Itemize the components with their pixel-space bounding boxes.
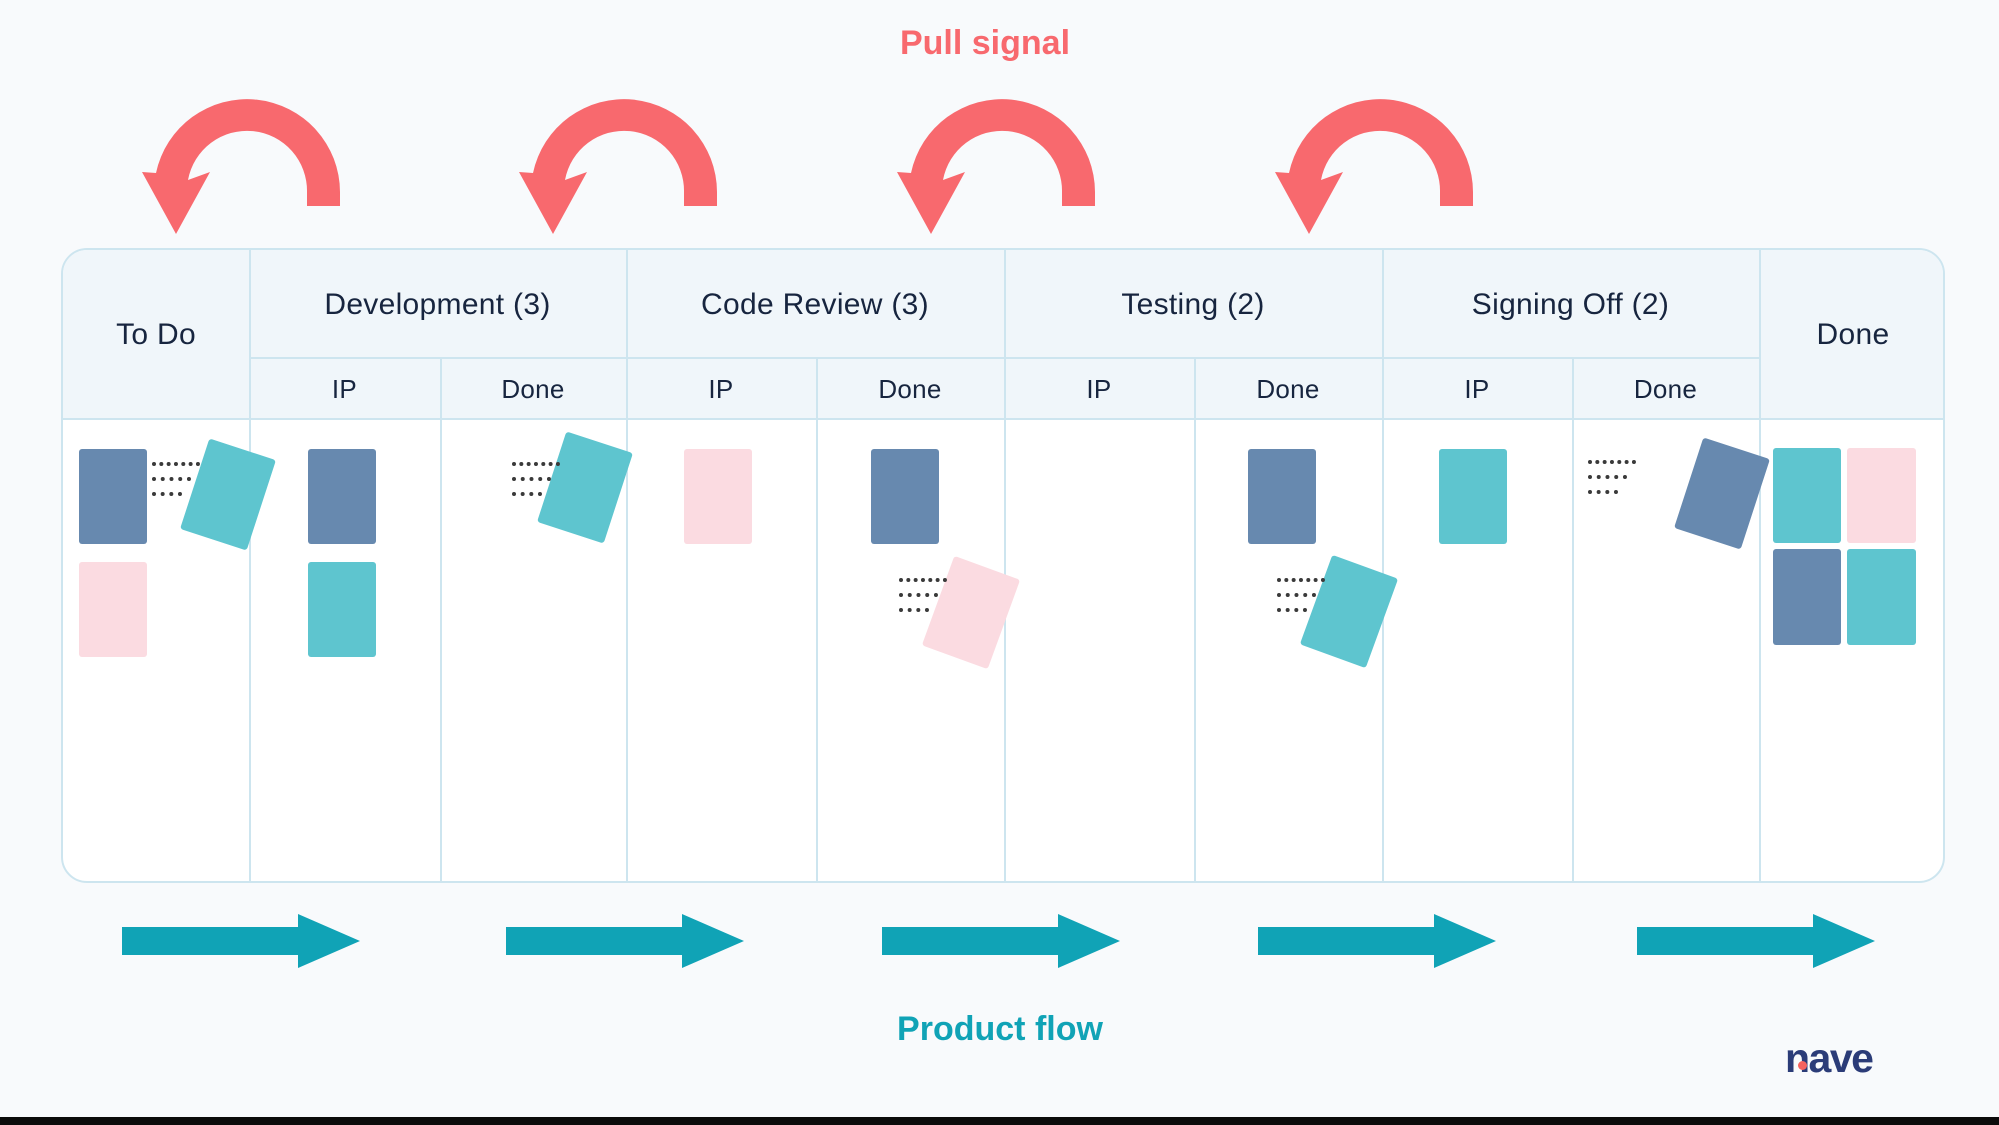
trail-dot-row: [1277, 593, 1316, 597]
motion-trail-dots: [899, 578, 947, 623]
pull-signal-arrow-icon: [142, 92, 352, 237]
pull-signal-arrow-icon: [519, 92, 729, 237]
card-pink-to-do: [79, 562, 147, 657]
subheader-signing-off-done: Done: [1633, 374, 1698, 404]
card-teal-signing-off-ip: [1439, 449, 1507, 544]
trail-dot-row: [1277, 578, 1325, 582]
trail-dot-row: [899, 593, 938, 597]
column-header-testing: Testing (2): [1121, 287, 1265, 321]
column-divider: [1382, 250, 1384, 881]
column-header-code-review: Code Review (3): [701, 287, 929, 321]
trail-dot-row: [1588, 460, 1636, 464]
subcolumn-divider: [1572, 357, 1574, 881]
product-flow-arrow-icon: [1637, 914, 1875, 968]
bottom-edge-bar: [0, 1117, 1999, 1125]
trail-dot-row: [899, 578, 947, 582]
subheader-testing-ip: IP: [1086, 374, 1112, 404]
trail-dot-row: [512, 477, 551, 481]
trail-dot-row: [1588, 490, 1618, 494]
motion-trail-dots: [1588, 460, 1636, 505]
product-flow-arrow-icon: [882, 914, 1120, 968]
nave-logo: nave: [1785, 1035, 1874, 1081]
trail-dot-row: [512, 492, 542, 496]
column-header-done: Done: [1816, 318, 1890, 351]
trail-dot-row: [899, 608, 929, 612]
trail-dot-row: [152, 492, 182, 496]
card-blue-development-ip: [308, 449, 376, 544]
card-blue-to-do: [79, 449, 147, 544]
card-teal-done: [1773, 448, 1841, 543]
card-blue-code-review-done: [871, 449, 939, 544]
column-header-development: Development (3): [324, 287, 551, 321]
card-pink-code-review-ip: [684, 449, 752, 544]
card-teal-done: [1847, 549, 1916, 645]
subheader-development-ip: IP: [331, 374, 358, 404]
trail-dot-row: [152, 462, 200, 466]
pull-signal-arrow-icon: [1275, 92, 1485, 237]
column-divider: [1759, 250, 1761, 881]
pull-signal-arrow-icon: [897, 92, 1107, 237]
column-divider: [626, 250, 628, 881]
product-flow-arrow-icon: [1258, 914, 1496, 968]
subcolumn-divider: [440, 357, 442, 881]
board-header-background: [63, 250, 1943, 420]
pull-signal-label: Pull signal: [899, 24, 1071, 62]
card-teal-development-ip: [308, 562, 376, 657]
subheader-code-review-ip: IP: [708, 374, 734, 404]
nave-logo-text: nave: [1785, 1035, 1874, 1081]
card-blue-testing-done: [1248, 449, 1316, 544]
subcolumn-divider: [816, 357, 818, 881]
subheader-development-done: Done: [501, 374, 565, 404]
card-pink-done: [1847, 448, 1916, 543]
trail-dot-row: [512, 462, 560, 466]
subheader-code-review-done: Done: [878, 374, 942, 404]
subheader-testing-done: Done: [1256, 374, 1320, 404]
card-blue-done: [1773, 549, 1841, 645]
trail-dot-row: [1277, 608, 1307, 612]
trail-dot-row: [1588, 475, 1627, 479]
product-flow-arrow-icon: [122, 914, 360, 968]
product-flow-label: Product flow: [897, 1010, 1103, 1048]
motion-trail-dots: [152, 462, 200, 507]
column-header-todo: To Do: [116, 318, 196, 351]
nave-logo-dot-icon: [1798, 1061, 1807, 1070]
motion-trail-dots: [512, 462, 560, 507]
column-divider: [249, 250, 251, 881]
subheader-signing-off-ip: IP: [1464, 374, 1490, 404]
motion-trail-dots: [1277, 578, 1325, 623]
product-flow-arrow-icon: [506, 914, 744, 968]
column-divider: [1004, 250, 1006, 881]
column-header-signing-off: Signing Off (2): [1471, 287, 1670, 321]
trail-dot-row: [152, 477, 191, 481]
subcolumn-divider: [1194, 357, 1196, 881]
